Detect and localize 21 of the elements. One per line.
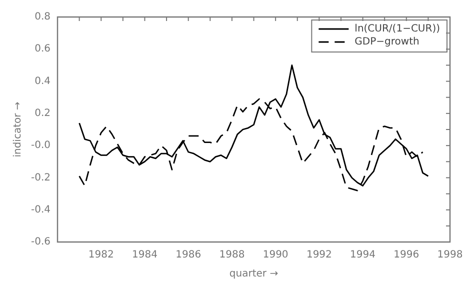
y-tick-label: -0.4 (30, 204, 51, 216)
x-tick-label: 1986 (176, 250, 202, 261)
x-tick-label: 1982 (88, 250, 114, 261)
x-tick-label: 1992 (306, 250, 332, 261)
x-tick-label: 1994 (350, 250, 376, 261)
x-tick-label: 1988 (219, 250, 245, 261)
x-tick-label: 1984 (132, 250, 158, 261)
x-tick-label: 1996 (394, 250, 420, 261)
y-tick-label: -0.0 (30, 140, 51, 152)
y-tick-label: 0.2 (34, 108, 51, 120)
y-tick-label: 0.8 (34, 12, 51, 23)
x-tick-label: 1990 (262, 250, 288, 261)
y-tick-label: -0.2 (30, 172, 51, 184)
x-tick-label: 1998 (437, 250, 463, 261)
y-tick-label: -0.6 (30, 236, 51, 248)
legend-label: ln(CUR/(1−CUR)) (354, 24, 440, 35)
y-tick-label: 0.6 (34, 44, 51, 55)
legend-label: GDP−growth (354, 36, 420, 48)
x-axis-title: quarter → (229, 268, 278, 280)
y-tick-label: 0.4 (34, 76, 51, 87)
y-axis-title: indicator → (12, 102, 24, 158)
